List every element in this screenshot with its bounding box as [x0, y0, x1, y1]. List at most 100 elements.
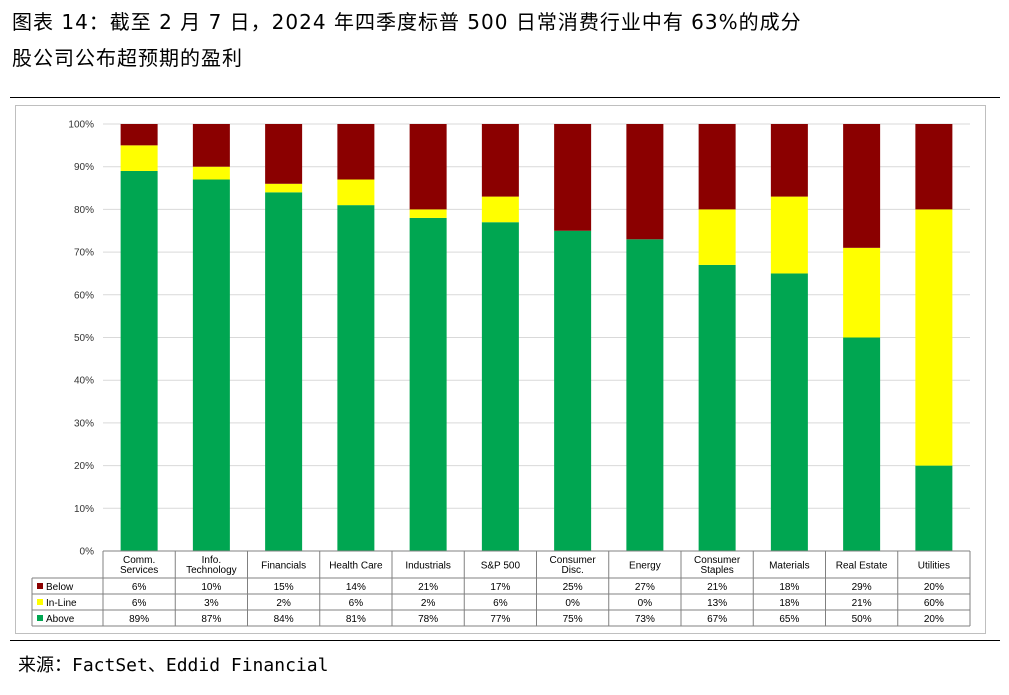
data-label: 3% [204, 598, 219, 609]
category-label: Industrials [405, 561, 451, 572]
stacked-bar-chart: 0% 10% 20% 30% 40% 50% 60% 70% 80% 90% 100% Comm.Se… [31, 120, 971, 627]
source-rule [10, 640, 1000, 641]
category-label: Utilities [918, 561, 950, 572]
data-label: 50% [852, 614, 872, 625]
data-label: 2% [421, 598, 436, 609]
data-label: 20% [924, 582, 944, 593]
bar-below [554, 124, 592, 231]
bar-above [481, 222, 519, 551]
category-label: Consumer [694, 555, 741, 566]
category-label: Real Estate [836, 561, 888, 572]
bar-below [626, 124, 664, 240]
category-label: Financials [261, 561, 306, 572]
y-tick-label: 30% [74, 418, 94, 429]
data-label: 25% [563, 582, 583, 593]
legend-label: Below [46, 582, 74, 593]
data-label: 14% [346, 582, 366, 593]
data-label: 87% [201, 614, 221, 625]
bar-inline [481, 196, 519, 223]
data-label: 73% [635, 614, 655, 625]
data-label: 18% [779, 598, 799, 609]
data-label: 0% [565, 598, 580, 609]
chart-title: 图表 14：截至 2 月 7 日，2024 年四季度标普 500 日常消费行业中… [12, 4, 997, 76]
y-tick-label: 100% [68, 120, 94, 131]
data-label: 65% [779, 614, 799, 625]
bar-above [626, 239, 664, 552]
bar-above [192, 179, 230, 551]
title-rule [10, 97, 1000, 98]
y-tick-label: 0% [80, 547, 95, 558]
bar-inline [265, 183, 303, 193]
legend-label: In-Line [46, 598, 77, 609]
data-label: 15% [274, 582, 294, 593]
source-note: 来源：FactSet、Eddid Financial [18, 655, 329, 676]
legend-swatch-above [37, 615, 43, 621]
bar-below [337, 124, 375, 180]
y-tick-label: 20% [74, 461, 94, 472]
bar-above [843, 337, 881, 551]
data-label: 6% [349, 598, 364, 609]
data-label: 21% [707, 582, 727, 593]
category-label: Info. [202, 555, 221, 566]
bar-above [409, 217, 447, 551]
data-label: 17% [490, 582, 510, 593]
data-label: 6% [132, 598, 147, 609]
data-label: 75% [563, 614, 583, 625]
y-tick-label: 80% [74, 205, 94, 216]
category-label: Technology [186, 565, 237, 576]
bar-below [192, 124, 230, 167]
data-label: 84% [274, 614, 294, 625]
bar-below [409, 124, 447, 210]
data-label: 18% [779, 582, 799, 593]
data-label: 6% [132, 582, 147, 593]
category-label: Energy [629, 561, 661, 572]
data-label: 6% [493, 598, 508, 609]
data-label: 60% [924, 598, 944, 609]
legend-label: Above [46, 614, 75, 625]
data-label: 77% [490, 614, 510, 625]
y-tick-label: 70% [74, 248, 94, 259]
bar-inline [409, 209, 447, 218]
legend-swatch-below [37, 583, 43, 589]
chart-frame: 0% 10% 20% 30% 40% 50% 60% 70% 80% 90% 100% Comm. Se… [15, 105, 986, 634]
bar-above [265, 192, 303, 551]
category-label: Services [120, 565, 158, 576]
data-label: 67% [707, 614, 727, 625]
bar-above [915, 465, 953, 551]
title-line-1: 图表 14：截至 2 月 7 日，2024 年四季度标普 500 日常消费行业中… [12, 10, 802, 34]
category-label: Disc. [562, 565, 584, 576]
y-tick-label: 90% [74, 162, 94, 173]
data-label: 2% [276, 598, 291, 609]
bar-below [843, 124, 881, 248]
data-label: 27% [635, 582, 655, 593]
legend-swatch-inline [37, 599, 43, 605]
category-label: Health Care [329, 561, 383, 572]
data-label: 21% [418, 582, 438, 593]
data-label: 0% [638, 598, 653, 609]
data-label: 10% [201, 582, 221, 593]
bar-below [915, 124, 953, 210]
bar-inline [915, 209, 953, 466]
data-label: 21% [852, 598, 872, 609]
bar-below [770, 124, 808, 197]
y-tick-label: 10% [74, 504, 94, 515]
data-label: 13% [707, 598, 727, 609]
data-label: 89% [129, 614, 149, 625]
data-label: 78% [418, 614, 438, 625]
bar-above [770, 273, 808, 551]
data-label: 81% [346, 614, 366, 625]
title-line-2: 股公司公布超预期的盈利 [12, 46, 243, 70]
y-tick-label: 40% [74, 376, 94, 387]
bar-above [698, 264, 736, 551]
bar-inline [192, 166, 230, 180]
bar-below [481, 124, 519, 197]
bar-below [698, 124, 736, 210]
y-tick-label: 60% [74, 290, 94, 301]
category-label: Materials [769, 561, 810, 572]
bar-above [120, 170, 158, 551]
data-label: 20% [924, 614, 944, 625]
bar-above [337, 205, 375, 551]
bar-inline [843, 247, 881, 338]
bar-below [120, 124, 158, 146]
bar-below [265, 124, 303, 184]
